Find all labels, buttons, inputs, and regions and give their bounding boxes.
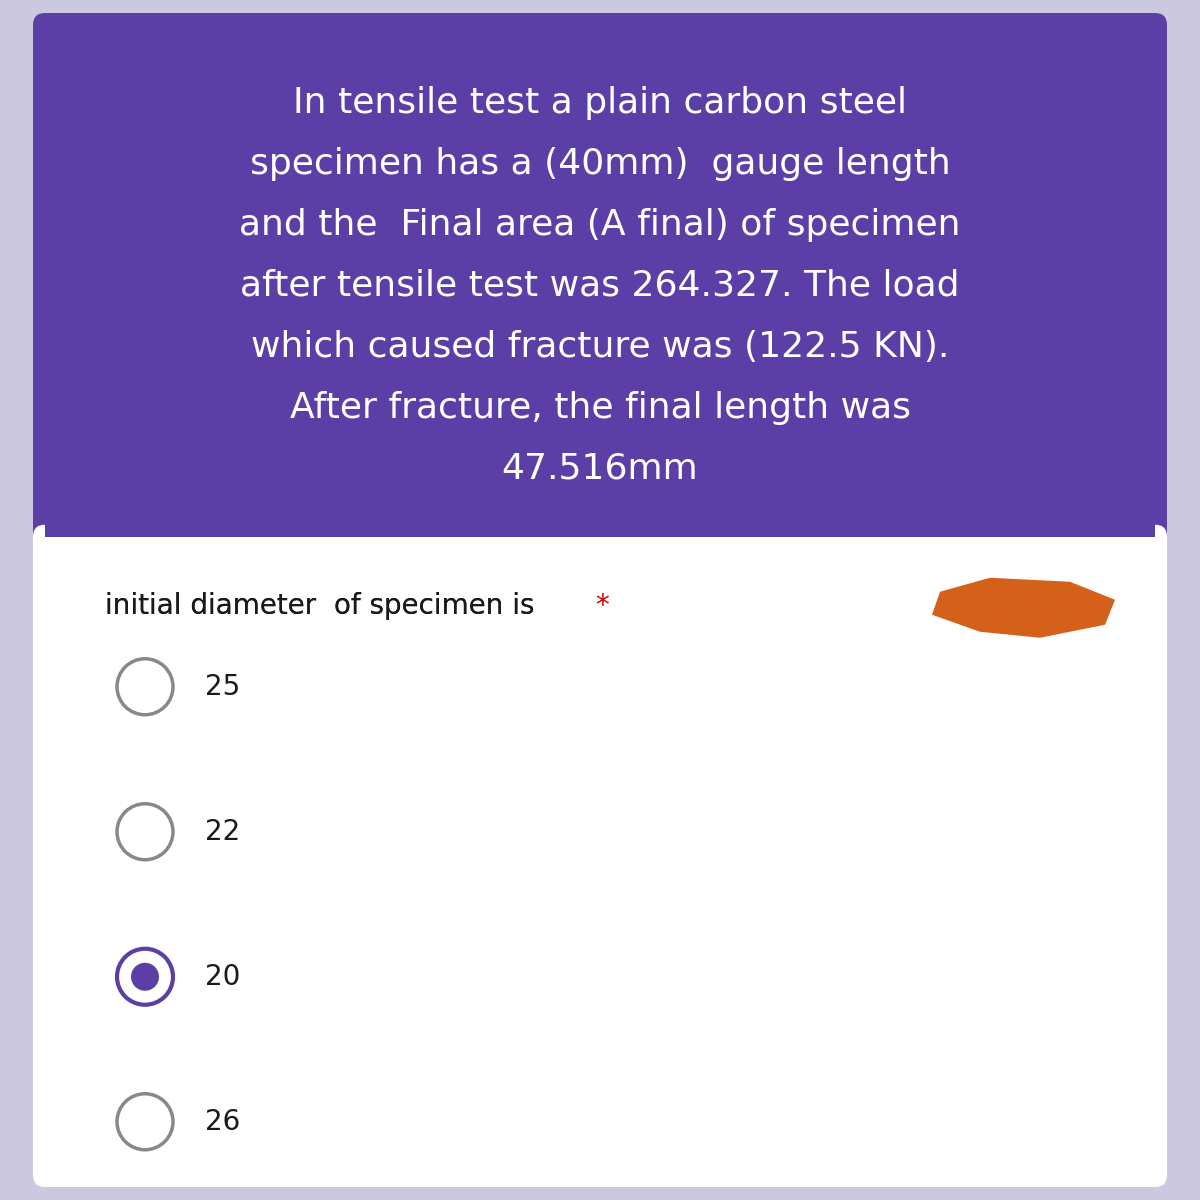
Text: initial diameter  of specimen is: initial diameter of specimen is xyxy=(106,592,544,619)
Text: initial diameter  of specimen is: initial diameter of specimen is xyxy=(106,592,534,619)
FancyBboxPatch shape xyxy=(34,524,1166,1187)
Text: After fracture, the final length was: After fracture, the final length was xyxy=(289,391,911,425)
Text: 47.516mm: 47.516mm xyxy=(502,452,698,486)
FancyBboxPatch shape xyxy=(34,13,1166,548)
Text: 26: 26 xyxy=(205,1108,240,1135)
Circle shape xyxy=(118,804,173,859)
Text: 22: 22 xyxy=(205,817,240,846)
Text: 25: 25 xyxy=(205,673,240,701)
Text: In tensile test a plain carbon steel: In tensile test a plain carbon steel xyxy=(293,86,907,120)
Text: initial diameter  of specimen is *: initial diameter of specimen is * xyxy=(106,592,557,619)
Text: 20: 20 xyxy=(205,962,240,991)
Text: after tensile test was 264.327. The load: after tensile test was 264.327. The load xyxy=(240,269,960,302)
Text: which caused fracture was (122.5 KN).: which caused fracture was (122.5 KN). xyxy=(251,330,949,364)
Circle shape xyxy=(118,1093,173,1150)
Text: specimen has a (40mm)  gauge length: specimen has a (40mm) gauge length xyxy=(250,148,950,181)
Circle shape xyxy=(118,949,173,1004)
Text: and the  Final area (A final) of specimen: and the Final area (A final) of specimen xyxy=(239,208,961,242)
Circle shape xyxy=(118,659,173,715)
Circle shape xyxy=(131,962,158,991)
Polygon shape xyxy=(932,577,1115,637)
Text: *: * xyxy=(595,592,608,619)
Bar xyxy=(46,536,1154,566)
Bar xyxy=(46,506,1154,536)
